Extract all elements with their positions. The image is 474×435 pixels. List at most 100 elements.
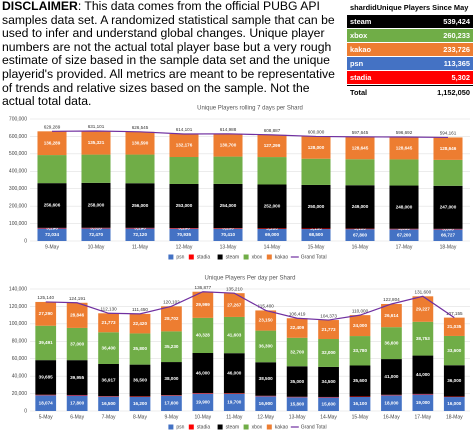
- y-tick-label: 80,000: [12, 339, 28, 345]
- disclaimer-text: : This data comes from the official PUBG…: [2, 0, 335, 109]
- data-label: 15,600: [322, 401, 336, 406]
- x-tick-label: 15-May: [352, 414, 369, 420]
- bar-segment: [37, 227, 67, 229]
- data-label: 36,400: [102, 345, 116, 350]
- x-tick-label: 5-May: [39, 414, 53, 420]
- total-label: 111,450: [132, 307, 148, 312]
- data-label: 250,000: [308, 204, 325, 209]
- y-tick-label: 100,000: [9, 221, 27, 227]
- bar-segment: [35, 301, 57, 326]
- data-label: 18,074: [39, 400, 53, 405]
- data-label: 35,000: [290, 379, 304, 384]
- bar-segment: [381, 394, 402, 396]
- bar-segment: [223, 393, 245, 394]
- bar-segment: [98, 332, 119, 364]
- legend-label: stadia: [197, 424, 211, 430]
- bar-segment: [35, 394, 57, 396]
- data-label: 72,120: [133, 232, 147, 237]
- data-label: 22,420: [133, 321, 147, 326]
- data-label: 38,753: [416, 336, 430, 341]
- bar-segment: [66, 327, 88, 361]
- shard-name: stadia: [350, 73, 372, 82]
- bar-segment: [169, 228, 199, 241]
- table-header: shardid Unique Players Since May 3: [347, 1, 473, 25]
- bar-segment: [125, 183, 155, 228]
- total-label: 614,988: [220, 127, 237, 132]
- bar-segment: [349, 365, 371, 397]
- bar-segment: [213, 133, 243, 157]
- bar-segment: [125, 154, 155, 184]
- data-label: 46,000: [227, 370, 241, 375]
- bar-segment: [255, 396, 277, 411]
- bar-segment: [125, 131, 155, 155]
- data-label: 67,800: [353, 232, 367, 237]
- bar-segment: [389, 185, 419, 229]
- data-label: 23,150: [259, 318, 273, 323]
- bar-segment: [66, 394, 88, 396]
- bar-segment: [301, 229, 331, 241]
- data-label: 36,000: [447, 378, 461, 383]
- bar-segment: [213, 228, 243, 229]
- shard-name: psn: [350, 59, 364, 68]
- x-tick-label: 6-May: [70, 414, 84, 420]
- data-label: 32,700: [290, 349, 304, 354]
- data-label: 35,230: [164, 344, 178, 349]
- data-label: 130,590: [132, 140, 149, 145]
- bar-segment: [433, 228, 463, 230]
- bar-segment: [257, 157, 287, 185]
- data-label: 44,000: [416, 372, 430, 377]
- total-label: 115,400: [258, 304, 275, 309]
- bar-segment: [412, 393, 434, 395]
- bar-segment: [412, 321, 434, 356]
- total-label: 131,600: [415, 290, 432, 295]
- total-label: 135,210: [226, 286, 243, 291]
- bar-segment: [161, 395, 182, 411]
- bar-segment: [286, 318, 308, 338]
- data-label: 15,800: [290, 401, 304, 406]
- x-tick-label: 16-May: [352, 244, 369, 250]
- legend-label: kakao: [275, 424, 289, 430]
- shard-value: 5,302: [451, 73, 471, 82]
- x-tick-label: 8-May: [133, 414, 147, 420]
- bar-segment: [345, 136, 375, 160]
- x-tick-label: 13-May: [289, 414, 306, 420]
- data-label: 16,200: [133, 401, 147, 406]
- data-label: 36,600: [384, 340, 398, 345]
- total-label: 614,101: [176, 127, 193, 132]
- data-label: 19,700: [227, 400, 241, 405]
- shard-value: 260,233: [443, 31, 470, 40]
- bar-segment: [381, 303, 402, 328]
- data-label: 24,000: [353, 323, 367, 328]
- chart-daily: Unique Players Per day per Shard 0 20,000 4…: [9, 276, 470, 430]
- bar-segment: [433, 229, 463, 241]
- data-label: 3,280: [178, 226, 190, 231]
- bar-segment: [255, 362, 277, 396]
- bar-segment: [412, 296, 434, 322]
- bar-segment: [81, 131, 111, 155]
- data-label: 72,470: [89, 232, 103, 237]
- x-tick-label: 10-May: [195, 414, 212, 420]
- bar-segment: [381, 359, 402, 395]
- x-tick-label: 7-May: [102, 414, 116, 420]
- legend-label: psn: [176, 424, 184, 430]
- disclaimer-label: DISCLAIMER: [2, 0, 78, 13]
- y-tick-label: 0: [24, 238, 27, 244]
- y-tick-label: 40,000: [12, 373, 28, 379]
- x-tick-label: 12-May: [257, 414, 274, 420]
- data-label: 3,290: [134, 225, 146, 230]
- x-tick-label: 18-May: [440, 244, 457, 250]
- data-label: 17,600: [164, 401, 178, 406]
- legend-label: psn: [176, 254, 184, 260]
- data-label: 248,000: [396, 204, 413, 209]
- y-tick-label: 500,000: [9, 151, 27, 157]
- total-label: 608,887: [264, 128, 281, 133]
- bar-segment: [192, 393, 214, 411]
- data-label: 38,000: [164, 376, 178, 381]
- bar-segment: [255, 310, 277, 331]
- bar-segment: [301, 184, 331, 229]
- bar-segment: [169, 133, 199, 158]
- y-tick-label: 700,000: [9, 116, 27, 122]
- bar-segment: [301, 158, 331, 185]
- data-label: 70,410: [221, 232, 235, 237]
- data-label: 3,296: [46, 225, 58, 230]
